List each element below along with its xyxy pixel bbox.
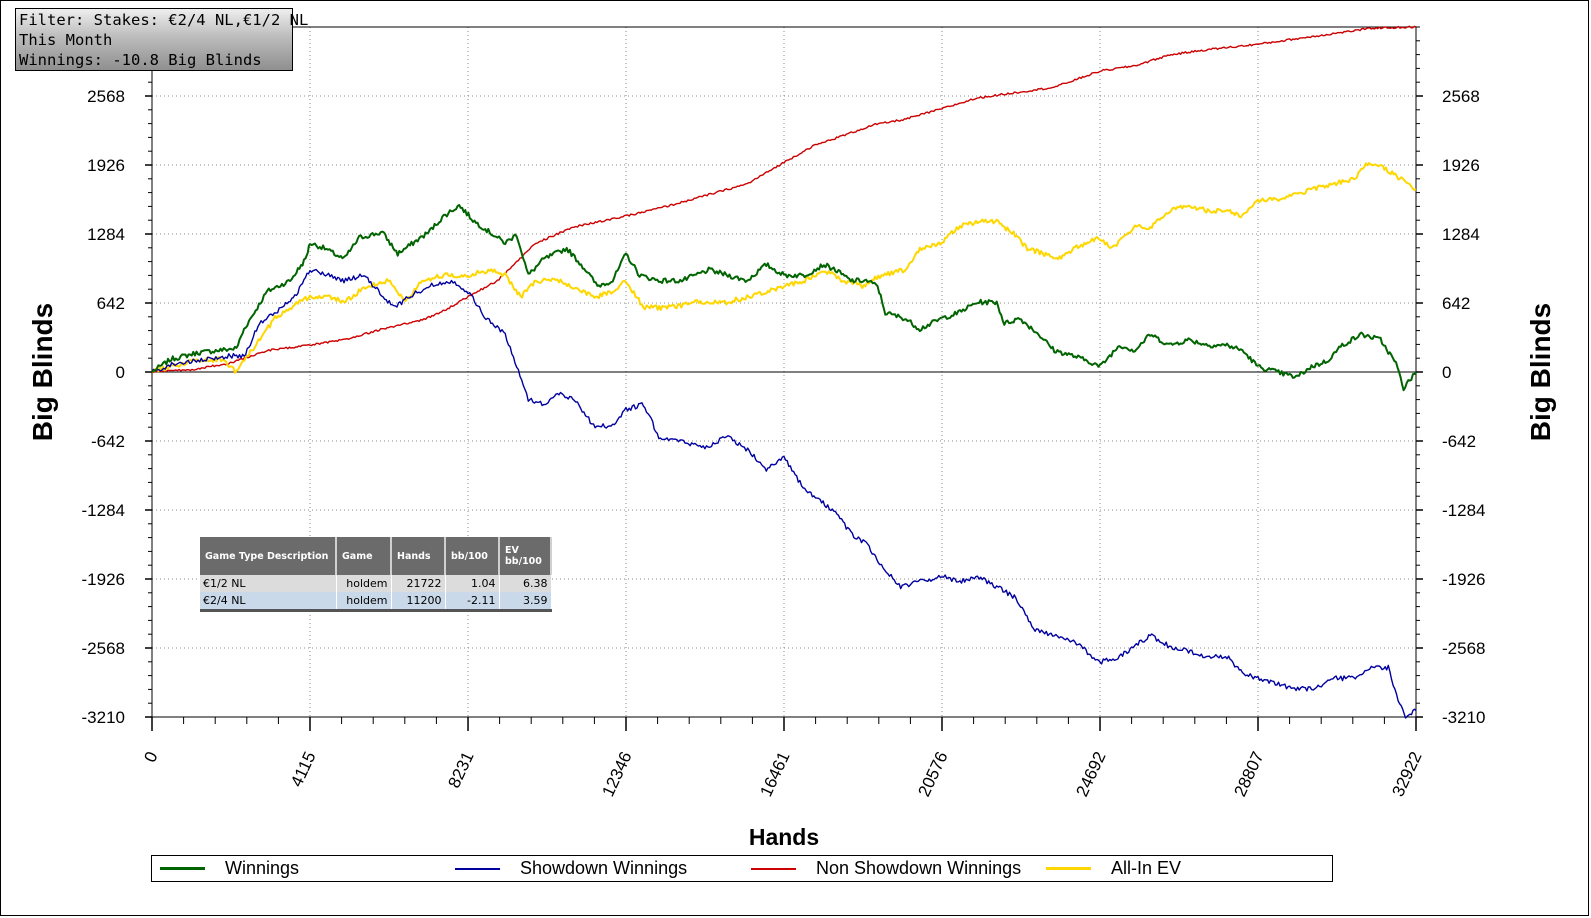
x-tick-label: 16461 [756, 749, 793, 800]
y-axis-label-left: Big Blinds [27, 303, 58, 441]
x-tick-label: 4115 [287, 749, 320, 790]
axes [145, 26, 1423, 731]
cell-bb100: 1.04 [445, 575, 500, 592]
x-tick-label: 32922 [1388, 749, 1425, 800]
y-tick-label-left: -642 [91, 432, 125, 451]
chart-legend: Winnings Showdown Winnings Non Showdown … [151, 855, 1333, 882]
x-tick-label: 0 [140, 749, 161, 766]
series-line-showdown-winnings [151, 268, 1417, 719]
filter-info-box: Filter: Stakes: €2/4 NL,€1/2 NL This Mon… [15, 8, 309, 71]
cell-ev-bb100: 6.38 [499, 575, 552, 592]
cell-hands: 11200 [391, 592, 446, 612]
legend-swatch-winnings [160, 867, 205, 870]
y-tick-label-right: 0 [1442, 363, 1451, 382]
legend-label-showdown: Showdown Winnings [520, 858, 688, 878]
filter-period-text: This Month [19, 31, 113, 49]
x-tick-label: 28807 [1230, 749, 1267, 800]
series-line-all-in-ev [151, 162, 1417, 374]
stats-table: Game Type Description Game Hands bb/100 … [200, 537, 552, 612]
header-hands[interactable]: Hands [391, 537, 446, 575]
y-tick-label-left: 642 [97, 294, 125, 313]
header-ev-line2: bb/100 [505, 556, 542, 567]
stats-header-row: Game Type Description Game Hands bb/100 … [200, 537, 552, 575]
y-tick-label-left: 2568 [87, 87, 125, 106]
legend-label-non-showdown: Non Showdown Winnings [816, 858, 1022, 878]
legend-item-non-showdown[interactable]: Non Showdown Winnings [751, 856, 1021, 881]
x-tick-label: 8231 [444, 749, 477, 791]
cell-ev-bb100: 3.59 [499, 592, 552, 612]
series-line-winnings [151, 204, 1417, 392]
y-tick-label-right: 642 [1442, 294, 1470, 313]
legend-item-allin-ev[interactable]: All-In EV [1046, 856, 1181, 881]
y-tick-label-right: -1926 [1442, 570, 1485, 589]
x-tick-label: 20576 [914, 749, 951, 800]
y-tick-label-left: -1926 [82, 570, 125, 589]
filter-winnings-text: Winnings: -10.8 Big Blinds [19, 51, 262, 69]
legend-swatch-non-showdown [751, 867, 796, 870]
cell-hands: 21722 [391, 575, 446, 592]
table-row[interactable]: €2/4 NL holdem 11200 -2.11 3.59 [200, 592, 552, 612]
table-row[interactable]: €1/2 NL holdem 21722 1.04 6.38 [200, 575, 552, 592]
header-ev-bb100[interactable]: EV bb/100 [499, 537, 552, 575]
y-tick-label-right: 1926 [1442, 156, 1480, 175]
y-tick-label-left: 0 [116, 363, 125, 382]
legend-swatch-allin-ev [1046, 867, 1091, 870]
cell-bb100: -2.11 [445, 592, 500, 612]
y-tick-label-left: -3210 [82, 708, 125, 727]
y-tick-label-right: -1284 [1442, 501, 1485, 520]
header-ev-line1: EV [505, 545, 519, 556]
legend-label-winnings: Winnings [225, 858, 300, 878]
header-game[interactable]: Game [336, 537, 392, 575]
x-tick-label: 24692 [1072, 749, 1109, 800]
y-tick-label-right: -642 [1442, 432, 1476, 451]
y-axis-label-right: Big Blinds [1525, 303, 1556, 441]
y-tick-label-left: 1284 [87, 225, 125, 244]
legend-label-allin-ev: All-In EV [1111, 858, 1182, 878]
y-tick-label-right: 2568 [1442, 87, 1480, 106]
x-tick-label: 12346 [598, 749, 635, 800]
header-game-type[interactable]: Game Type Description [200, 537, 337, 575]
y-tick-label-right: 1284 [1442, 225, 1480, 244]
series-line-non-showdown-winnings [151, 25, 1417, 374]
y-tick-label-right: -2568 [1442, 639, 1485, 658]
header-bb100[interactable]: bb/100 [445, 537, 500, 575]
cell-game-type: €1/2 NL [200, 575, 337, 592]
x-axis-label: Hands [749, 824, 819, 850]
cell-game: holdem [336, 592, 392, 612]
filter-stakes-text: Filter: Stakes: €2/4 NL,€1/2 NL [19, 11, 309, 29]
series-lines [151, 25, 1417, 719]
y-tick-label-left: 1926 [87, 156, 125, 175]
y-tick-label-left: -2568 [82, 639, 125, 658]
cell-game: holdem [336, 575, 392, 592]
legend-swatch-showdown [455, 867, 500, 870]
y-tick-label-left: -1284 [82, 501, 125, 520]
y-tick-label-right: -3210 [1442, 708, 1485, 727]
cell-game-type: €2/4 NL [200, 592, 337, 612]
legend-item-winnings[interactable]: Winnings [160, 856, 299, 881]
legend-item-showdown[interactable]: Showdown Winnings [455, 856, 687, 881]
